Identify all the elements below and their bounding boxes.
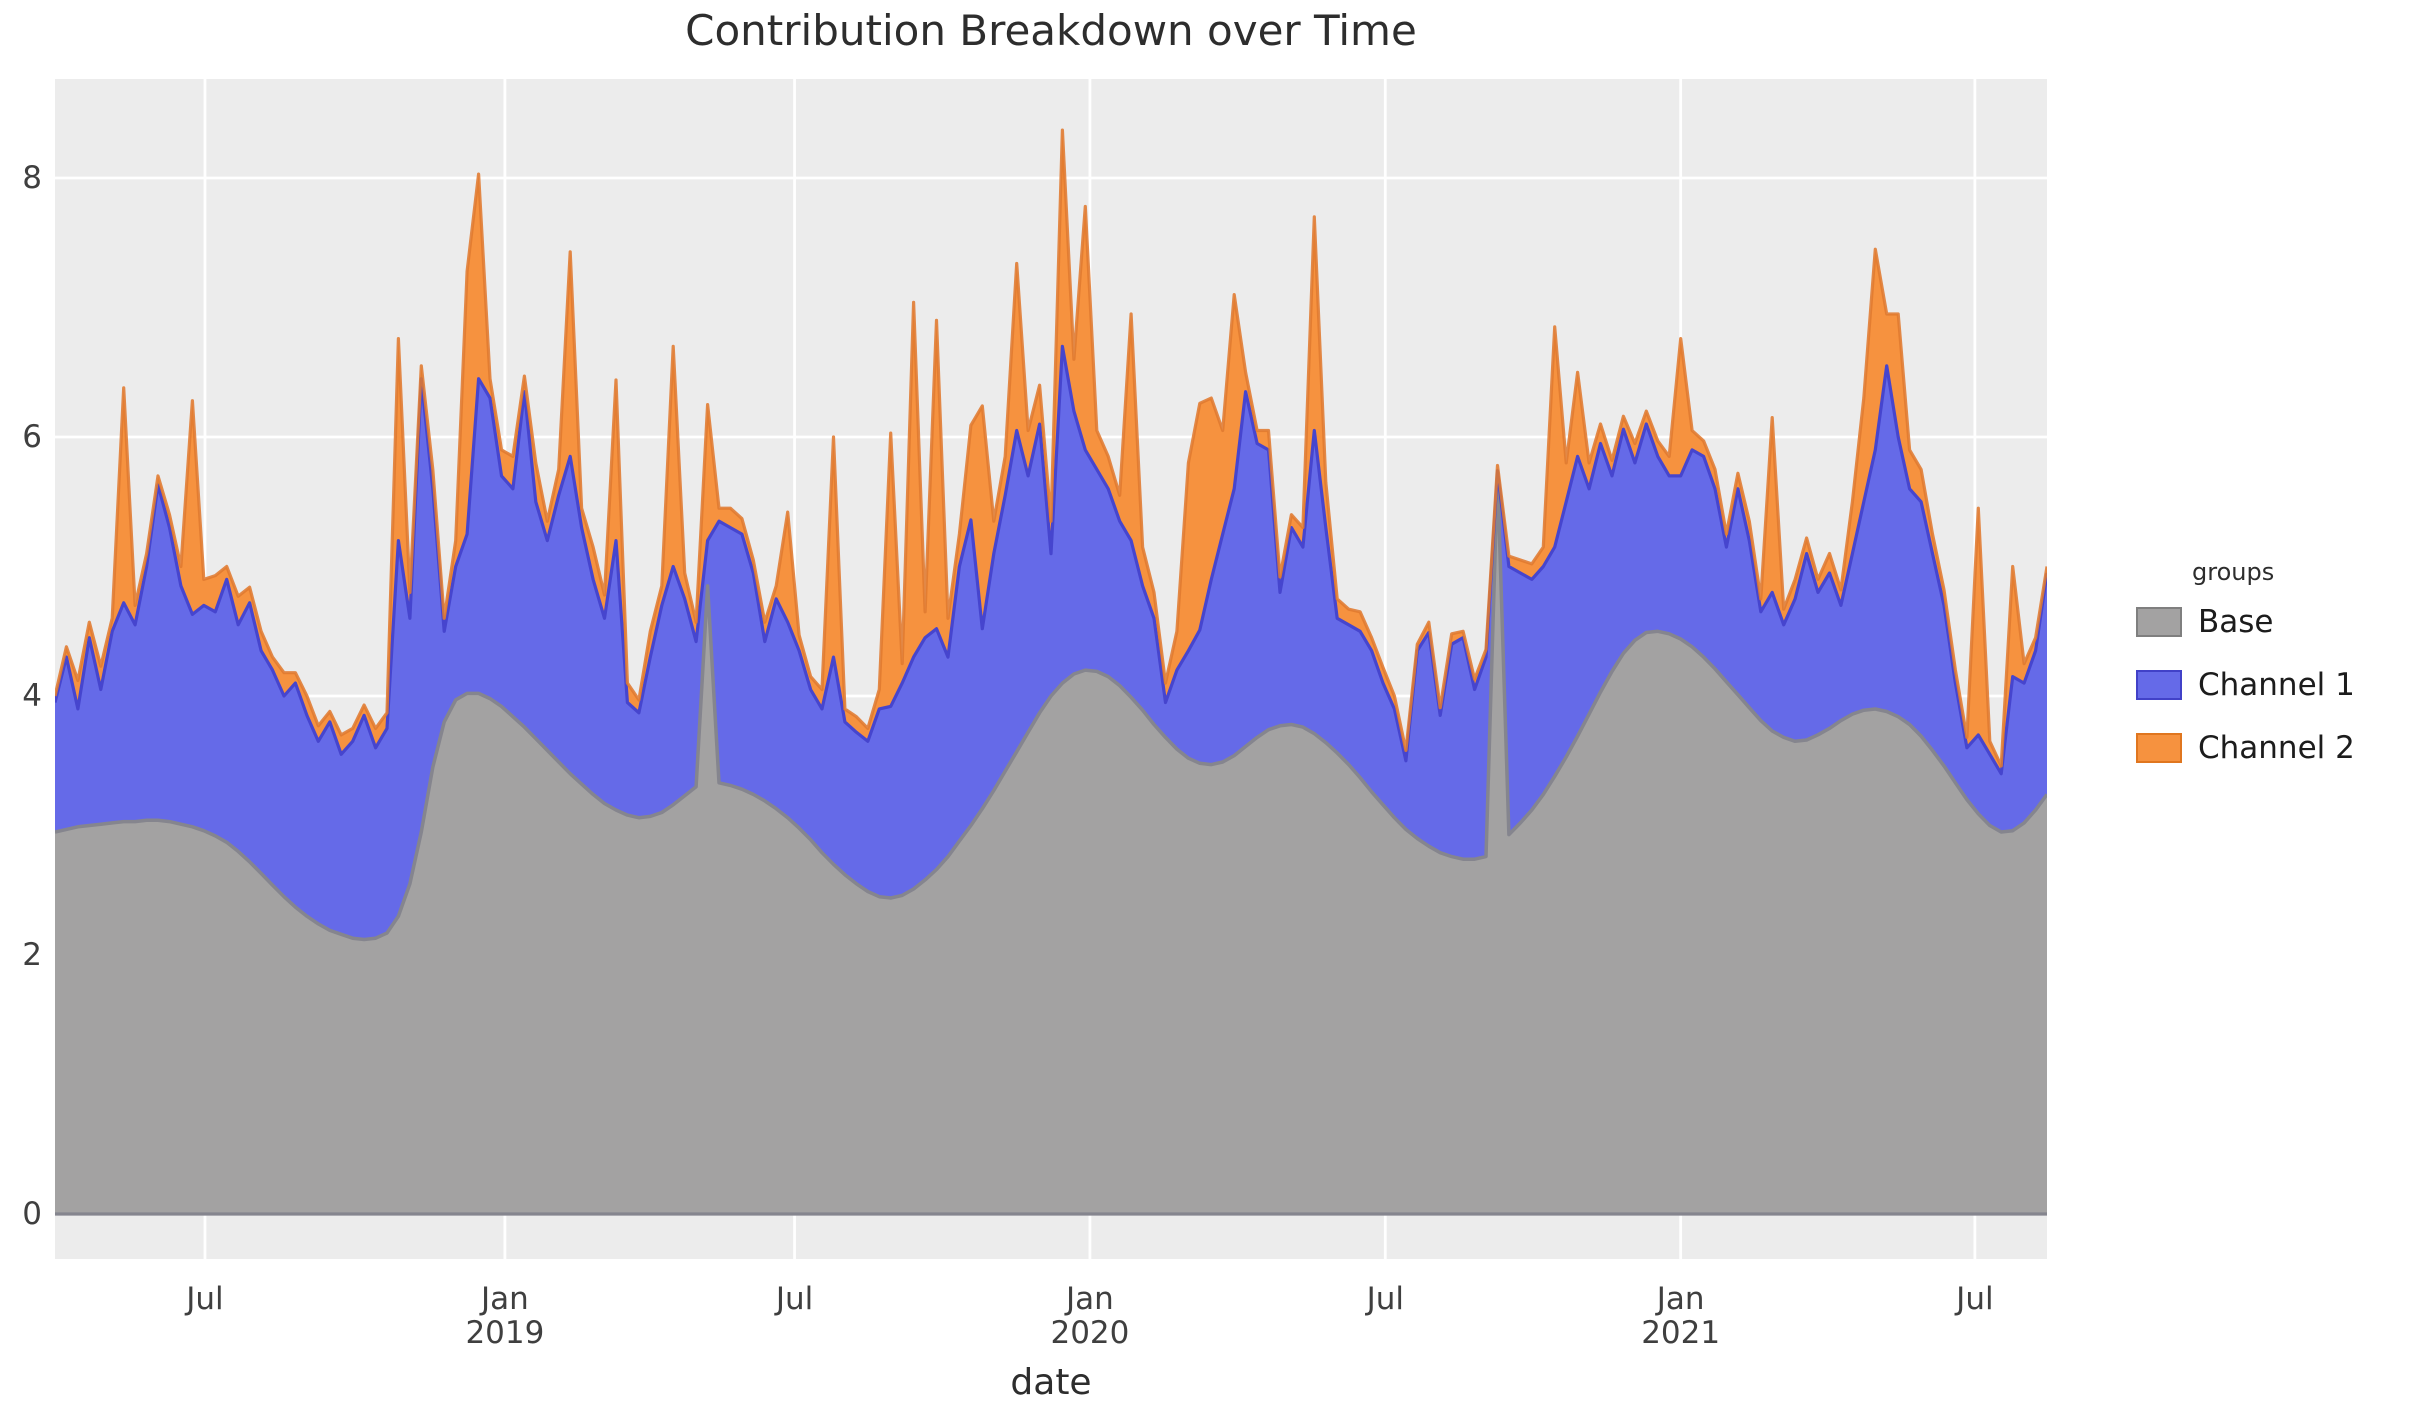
plot-panel	[53, 79, 2049, 1259]
x-tick-label: Jan 2020	[1050, 1281, 1130, 1351]
legend-rows: Base Channel 1 Channel 2	[2136, 604, 2416, 766]
channel-1-top-stroke	[53, 344, 2049, 776]
legend-swatch	[2136, 733, 2182, 763]
x-axis-title: date	[1010, 1362, 1092, 1403]
x-tick-label: Jan 2019	[465, 1281, 545, 1351]
stacked-area-plot	[53, 79, 2049, 1259]
y-tick-label: 8	[22, 160, 42, 196]
y-tick-label: 4	[22, 678, 42, 714]
x-tick-label: Jul	[186, 1281, 224, 1317]
legend-label: Channel 1	[2198, 667, 2355, 703]
x-tick-label: Jan 2021	[1641, 1281, 1721, 1351]
x-tick-label: Jul	[1956, 1281, 1994, 1317]
area-base	[55, 473, 2047, 1214]
area-channel-1	[55, 346, 2047, 940]
y-tick-label: 0	[22, 1196, 42, 1232]
y-tick-label: 6	[22, 419, 42, 455]
legend-label: Channel 2	[2198, 730, 2355, 766]
legend-item: Base	[2136, 604, 2416, 640]
legend-swatch	[2136, 607, 2182, 637]
legend-item: Channel 1	[2136, 667, 2416, 703]
x-tick-label: Jul	[1366, 1281, 1404, 1317]
legend-swatch	[2136, 670, 2182, 700]
channel-2-top-stroke	[53, 128, 2049, 768]
x-tick-label: Jul	[775, 1281, 814, 1317]
legend: groups Base Channel 1 Channel 2	[2136, 558, 2416, 793]
legend-title: groups	[2192, 558, 2275, 586]
legend-item: Channel 2	[2136, 730, 2416, 766]
chart-title: Contribution Breakdown over Time	[685, 6, 1417, 55]
legend-label: Base	[2198, 604, 2274, 640]
base-top-stroke	[54, 471, 2049, 942]
y-tick-label: 2	[22, 937, 42, 973]
